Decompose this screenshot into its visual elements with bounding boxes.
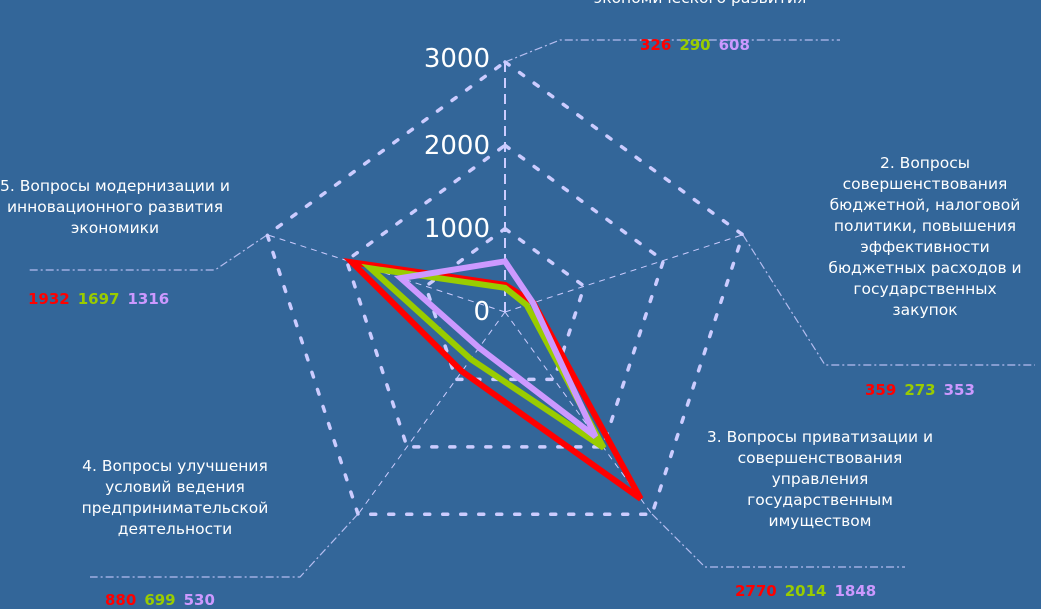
value-label: 326 <box>640 36 672 54</box>
leader-line-4 <box>90 513 359 578</box>
value-label: 290 <box>679 36 711 54</box>
leader-line-3 <box>651 513 905 568</box>
spoke-3 <box>504 311 653 515</box>
values-category-3: 2770 2014 1848 <box>735 582 884 600</box>
category-label-1: экономического развития <box>560 0 840 9</box>
leader-line-5 <box>28 234 268 271</box>
value-label: 2770 <box>735 582 777 600</box>
series-line-2 <box>361 263 607 451</box>
tick-label-0: 0 <box>473 297 490 327</box>
values-category-2: 359 273 353 <box>865 381 983 399</box>
tick-label-3000: 3000 <box>423 44 490 74</box>
grid-ring-3000 <box>265 59 745 517</box>
tick-label-2000: 2000 <box>423 131 490 161</box>
spoke-4 <box>357 311 506 515</box>
value-label: 530 <box>183 591 215 609</box>
value-label: 880 <box>105 591 137 609</box>
value-label: 1848 <box>834 582 877 600</box>
leader-line-2 <box>742 234 1035 366</box>
value-label: 359 <box>865 381 897 399</box>
value-label: 608 <box>718 36 750 54</box>
value-label: 1932 <box>28 290 70 308</box>
values-category-5: 1932 1697 1316 <box>28 290 177 308</box>
series-line-3 <box>393 258 599 439</box>
category-label-4: 4. Вопросы улучшения условий ведения пре… <box>81 457 269 538</box>
value-label: 353 <box>943 381 975 399</box>
tick-label-1000: 1000 <box>423 214 490 244</box>
spoke-2 <box>504 234 743 313</box>
category-label-5: 5. Вопросы модернизации и инновационного… <box>0 177 230 237</box>
category-label-3: 3. Вопросы приватизации и совершенствова… <box>706 428 934 530</box>
values-category-1: 326 290 608 <box>640 36 758 54</box>
values-category-4: 880 699 530 <box>105 591 223 609</box>
category-label-2: 2. Вопросы совершенствования бюджетной, … <box>828 154 1022 319</box>
value-label: 273 <box>904 381 936 399</box>
value-label: 1697 <box>77 290 120 308</box>
leader-line-1 <box>504 39 840 63</box>
grid-ring-2000 <box>344 143 666 449</box>
value-label: 699 <box>144 591 176 609</box>
value-label: 2014 <box>784 582 827 600</box>
value-label: 1316 <box>127 290 170 308</box>
